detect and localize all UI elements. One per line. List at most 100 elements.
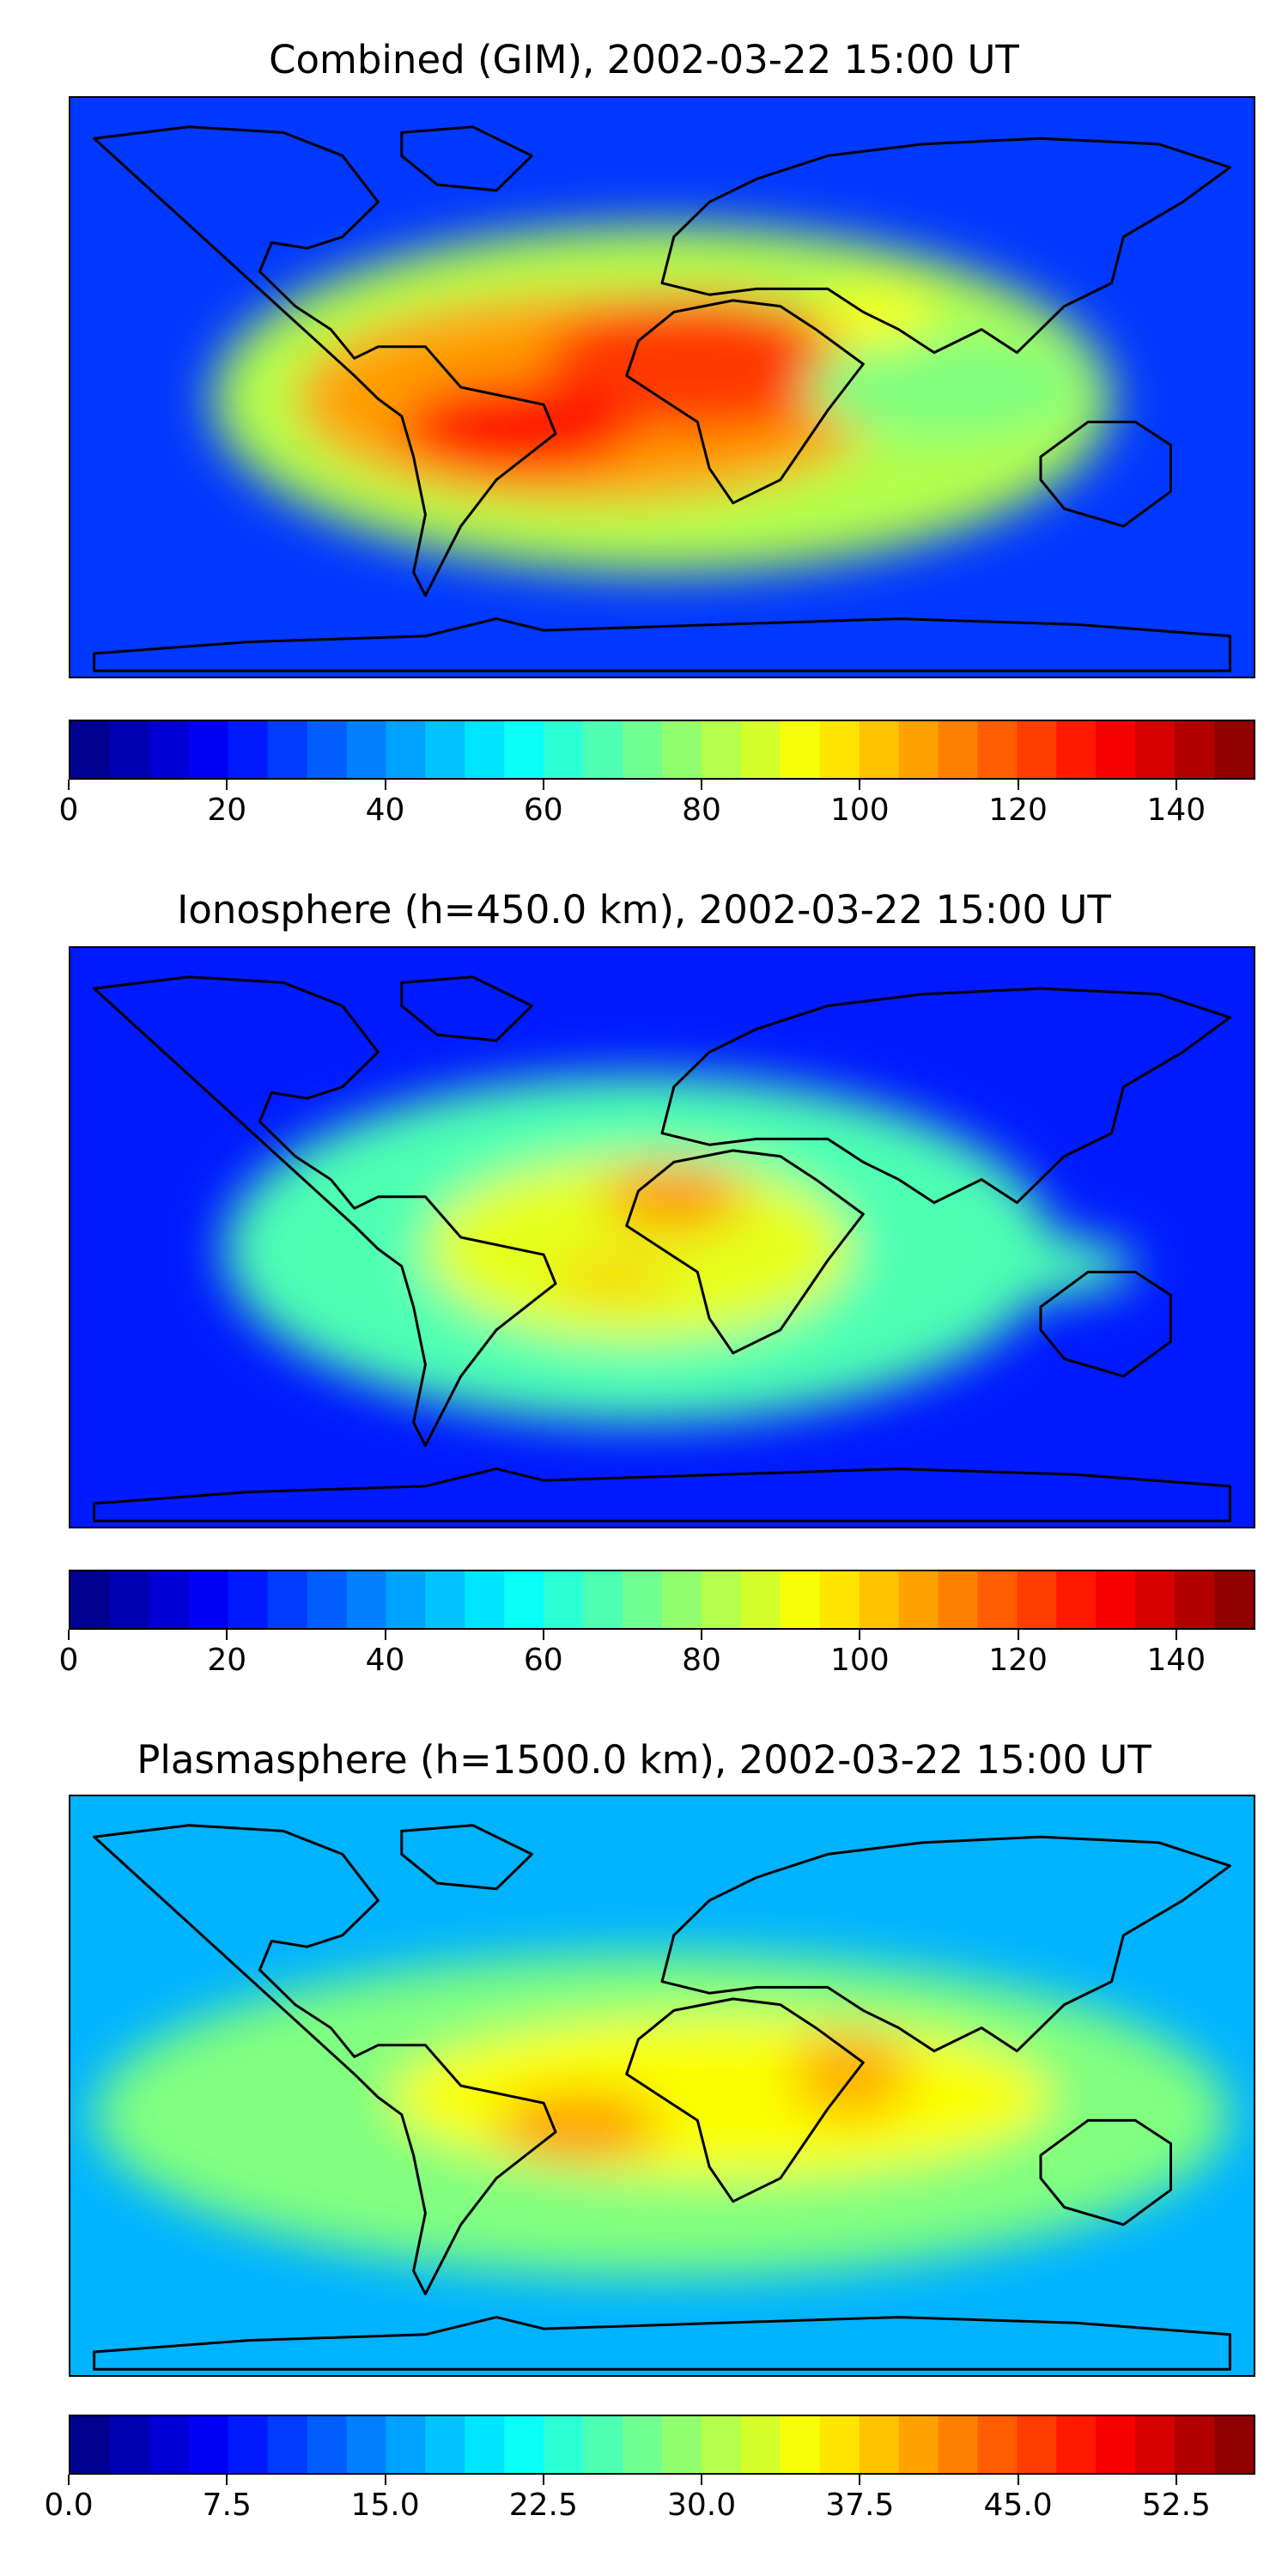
colorbar-tick-label: 0 — [58, 793, 79, 828]
colorbar-segment — [898, 721, 939, 778]
colorbar-tick — [859, 1630, 861, 1640]
contour-field — [70, 1796, 1254, 2375]
colorbar-tick-label: 100 — [829, 1643, 890, 1678]
colorbar-tick-label: 52.5 — [1141, 2488, 1211, 2523]
colorbar-segment — [188, 2416, 229, 2473]
colorbar-segment — [109, 2416, 150, 2473]
colorbar-gradient — [70, 1571, 1254, 1628]
colorbar-segment — [544, 1571, 584, 1628]
coastline — [93, 2316, 1231, 2371]
colorbar-segment — [583, 721, 623, 778]
colorbar-tick — [226, 780, 228, 790]
colorbar-segment — [149, 2416, 190, 2473]
colorbar-segment — [267, 2416, 308, 2473]
colorbar-tick-label: 20 — [207, 1643, 247, 1678]
colorbar-segment — [780, 721, 821, 778]
colorbar-tick-label: 140 — [1146, 793, 1206, 828]
colorbar-tick — [542, 780, 544, 790]
panel-3-colorbar-ticks: 0.0 7.5 15.0 22.5 30.0 37.5 45.0 52.5 — [44, 2475, 1255, 2526]
colorbar-tick-label: 45.0 — [983, 2488, 1053, 2523]
coastline — [93, 1467, 1231, 1522]
coastline — [1039, 2118, 1172, 2227]
coastline — [660, 137, 1231, 355]
colorbar-segment — [1175, 2416, 1215, 2473]
colorbar-segment — [109, 1571, 150, 1628]
colorbar-segment — [1096, 1571, 1136, 1628]
coastline — [93, 617, 1231, 672]
colorbar-tick — [859, 2475, 861, 2485]
colorbar-segment — [70, 1571, 111, 1628]
colorbar-segment — [1135, 2416, 1176, 2473]
colorbar-tick — [1175, 780, 1177, 790]
colorbar-segment — [1214, 1571, 1254, 1628]
colorbar-segment — [149, 721, 190, 778]
colorbar-segment — [465, 721, 505, 778]
colorbar-segment — [149, 1571, 190, 1628]
field-region — [401, 381, 639, 475]
colorbar-segment — [346, 2416, 387, 2473]
colorbar-tick — [68, 1630, 70, 1640]
colorbar-segment — [583, 1571, 623, 1628]
colorbar-segment — [386, 1571, 426, 1628]
colorbar-segment — [780, 1571, 821, 1628]
coastline — [625, 299, 865, 505]
field-region — [792, 2027, 911, 2121]
colorbar-segment — [740, 1571, 781, 1628]
coastline — [93, 125, 557, 598]
field-region — [603, 1162, 745, 1232]
colorbar-segment — [701, 721, 742, 778]
contour-field — [70, 98, 1254, 677]
panel-1-colorbar-ticks: 0 20 40 60 80 100 120 140 — [59, 780, 1255, 831]
coastline — [93, 1824, 557, 2296]
colorbar-segment — [780, 2416, 821, 2473]
coastline — [1039, 1270, 1172, 1378]
colorbar-tick-label: 7.5 — [202, 2488, 252, 2523]
colorbar-tick-label: 60 — [523, 1643, 563, 1678]
colorbar-segment — [70, 721, 111, 778]
colorbar-tick — [384, 1630, 386, 1640]
panel-2-colorbar — [69, 1570, 1255, 1630]
colorbar-segment — [307, 721, 348, 778]
colorbar-segment — [1056, 1571, 1097, 1628]
colorbar-segment — [662, 721, 702, 778]
field-region — [555, 1260, 674, 1296]
colorbar-segment — [1056, 721, 1097, 778]
colorbar-segment — [819, 2416, 860, 2473]
colorbar-segment — [859, 721, 900, 778]
colorbar-segment — [188, 1571, 229, 1628]
contour-field — [70, 948, 1254, 1527]
colorbar-tick-label: 80 — [682, 793, 721, 828]
coastline — [93, 975, 557, 1448]
colorbar-tick — [226, 2475, 228, 2485]
colorbar-segment — [740, 2416, 781, 2473]
colorbar-segment — [504, 2416, 544, 2473]
colorbar-segment — [465, 1571, 505, 1628]
coastline — [400, 1824, 533, 1891]
colorbar-tick — [226, 1630, 228, 1640]
colorbar-segment — [938, 721, 979, 778]
colorbar-tick-label: 100 — [829, 793, 890, 828]
colorbar-segment — [1214, 721, 1254, 778]
colorbar-segment — [504, 1571, 544, 1628]
colorbar-segment — [938, 2416, 979, 2473]
coastline — [400, 125, 533, 192]
colorbar-segment — [386, 2416, 426, 2473]
colorbar-segment — [228, 1571, 269, 1628]
colorbar-tick — [1175, 1630, 1177, 1640]
colorbar-segment — [819, 1571, 860, 1628]
coastline — [400, 975, 533, 1042]
colorbar-segment — [1175, 721, 1215, 778]
coastline — [660, 987, 1231, 1205]
colorbar-tick — [384, 780, 386, 790]
colorbar-segment — [1175, 1571, 1215, 1628]
colorbar-tick-label: 15.0 — [350, 2488, 420, 2523]
colorbar-tick-label: 40 — [365, 1643, 405, 1678]
colorbar-tick-label: 80 — [682, 1643, 721, 1678]
colorbar-segment — [228, 2416, 269, 2473]
colorbar-segment — [623, 1571, 663, 1628]
colorbar-segment — [701, 2416, 742, 2473]
field-region — [851, 1231, 1136, 1302]
colorbar-tick-label: 120 — [988, 793, 1048, 828]
colorbar-tick-label: 20 — [207, 793, 247, 828]
colorbar-tick — [68, 2475, 70, 2485]
